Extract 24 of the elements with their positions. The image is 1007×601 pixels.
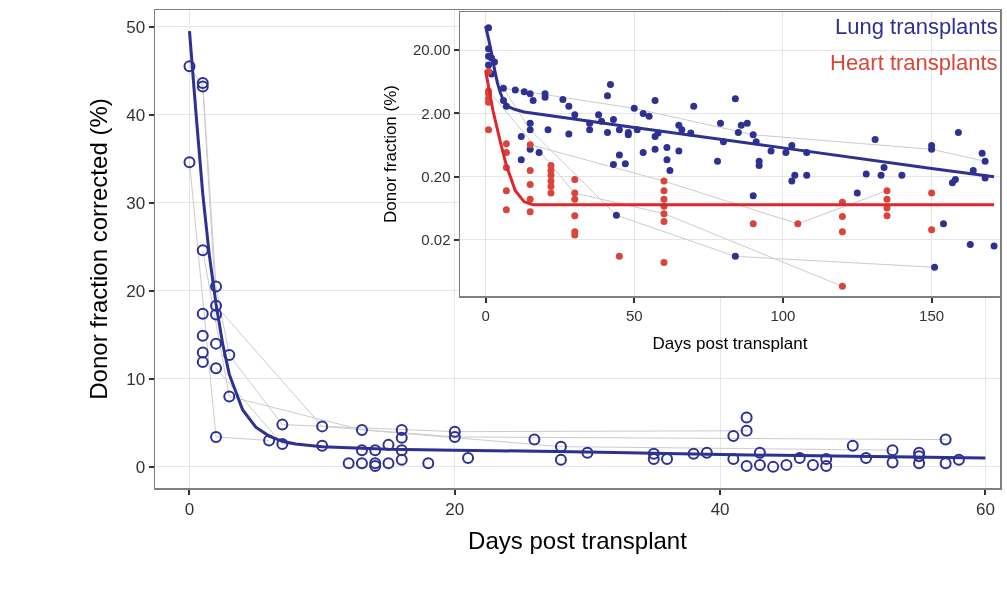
y-tick-label: 2.00 [421, 104, 451, 122]
y-tick-label: 20 [126, 281, 146, 301]
x-tick-label: 100 [770, 306, 796, 324]
text: Heart transplants [830, 50, 998, 75]
y-tick-label: 20.00 [412, 41, 451, 59]
y-tick-label: 10 [126, 369, 146, 389]
y-tick-label: 50 [126, 17, 146, 37]
y-axis-title: Donor fraction (%) [380, 85, 400, 223]
y-tick-label: 0 [135, 457, 146, 477]
x-tick-label: 50 [625, 306, 643, 324]
x-axis-title: Days post transplant [468, 526, 688, 554]
y-tick-label: 30 [126, 193, 146, 213]
x-tick-label: 0 [184, 499, 195, 519]
text: Lung transplants [835, 14, 998, 39]
x-tick-label: 20 [445, 499, 465, 519]
x-tick-label: 40 [710, 499, 730, 519]
y-axis-title: Donor fraction corrected (%) [84, 98, 112, 400]
y-tick-label: 0.20 [421, 167, 451, 185]
x-tick-label: 60 [975, 499, 995, 519]
x-axis-title: Days post transplant [652, 333, 808, 353]
y-tick-label: 40 [126, 105, 146, 125]
x-tick-label: 0 [481, 306, 490, 324]
x-tick-label: 150 [919, 306, 945, 324]
y-tick-label: 0.02 [421, 231, 451, 249]
